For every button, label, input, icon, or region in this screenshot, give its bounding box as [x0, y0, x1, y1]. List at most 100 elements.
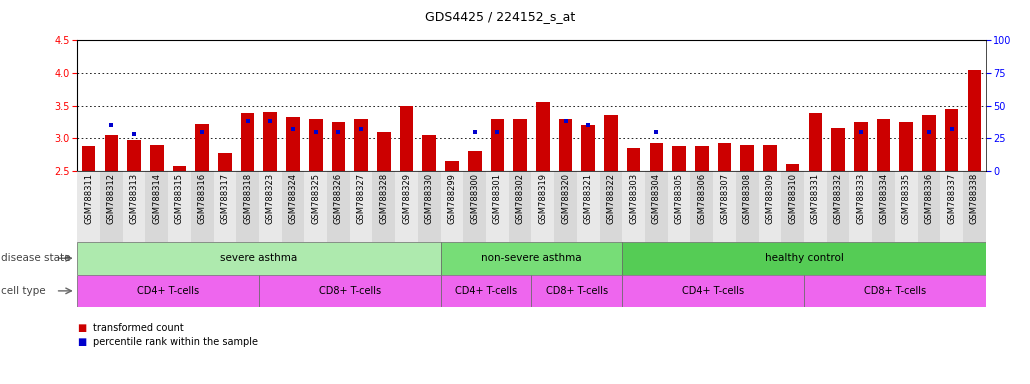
Bar	[558, 119, 573, 171]
Text: non-severe asthma: non-severe asthma	[481, 253, 582, 263]
Text: GSM788336: GSM788336	[925, 173, 933, 224]
Bar	[441, 242, 622, 275]
Bar	[599, 171, 622, 242]
Text: GSM788311: GSM788311	[84, 173, 93, 224]
Bar	[582, 125, 595, 171]
Bar	[332, 122, 345, 171]
Text: percentile rank within the sample: percentile rank within the sample	[93, 337, 258, 347]
Bar	[577, 171, 599, 242]
Bar	[786, 164, 799, 171]
Text: GSM788299: GSM788299	[447, 173, 456, 224]
Bar	[718, 144, 731, 171]
Bar	[150, 145, 164, 171]
Bar	[173, 166, 186, 171]
Bar	[531, 171, 554, 242]
Bar	[531, 275, 622, 307]
Text: GSM788334: GSM788334	[879, 173, 888, 224]
Text: GSM788325: GSM788325	[311, 173, 320, 224]
Text: GSM788300: GSM788300	[471, 173, 479, 224]
Bar	[418, 171, 441, 242]
Bar	[827, 171, 850, 242]
Bar	[963, 171, 986, 242]
Text: GSM788306: GSM788306	[697, 173, 707, 224]
Bar	[804, 171, 827, 242]
Bar	[622, 171, 645, 242]
Bar	[264, 112, 277, 171]
Text: disease state: disease state	[1, 253, 70, 263]
Bar	[645, 171, 667, 242]
Text: CD4+ T-cells: CD4+ T-cells	[455, 286, 517, 296]
Text: GSM788308: GSM788308	[743, 173, 752, 224]
Text: GSM788313: GSM788313	[130, 173, 138, 224]
Bar	[831, 129, 845, 171]
Bar	[100, 171, 123, 242]
Text: ■: ■	[77, 323, 87, 333]
Text: GSM788321: GSM788321	[584, 173, 592, 224]
Text: GSM788337: GSM788337	[948, 173, 956, 224]
Bar	[605, 116, 618, 171]
Text: GSM788333: GSM788333	[856, 173, 865, 224]
Text: GSM788302: GSM788302	[516, 173, 524, 224]
Text: transformed count: transformed count	[93, 323, 183, 333]
Bar	[486, 171, 509, 242]
Bar	[464, 171, 486, 242]
Bar	[305, 171, 328, 242]
Text: GSM788319: GSM788319	[539, 173, 547, 224]
Bar	[400, 106, 413, 171]
Bar	[536, 103, 550, 171]
Bar	[168, 171, 191, 242]
Bar	[468, 151, 481, 171]
Text: GSM788304: GSM788304	[652, 173, 661, 224]
Bar	[899, 122, 913, 171]
Text: GSM788331: GSM788331	[811, 173, 820, 224]
Bar	[872, 171, 895, 242]
Bar	[259, 171, 281, 242]
Bar	[673, 146, 686, 171]
Text: GSM788326: GSM788326	[334, 173, 343, 224]
Text: GSM788317: GSM788317	[220, 173, 230, 224]
Bar	[286, 118, 300, 171]
Bar	[782, 171, 804, 242]
Bar	[328, 171, 350, 242]
Bar	[77, 171, 100, 242]
Bar	[695, 146, 709, 171]
Bar	[945, 109, 959, 171]
Text: cell type: cell type	[1, 286, 45, 296]
Text: CD4+ T-cells: CD4+ T-cells	[682, 286, 745, 296]
Bar	[690, 171, 713, 242]
Text: ■: ■	[77, 337, 87, 347]
Bar	[622, 242, 986, 275]
Bar	[758, 171, 782, 242]
Bar	[309, 119, 322, 171]
Text: CD8+ T-cells: CD8+ T-cells	[318, 286, 381, 296]
Bar	[350, 171, 373, 242]
Bar	[877, 119, 890, 171]
Bar	[77, 275, 259, 307]
Bar	[667, 171, 690, 242]
Text: CD8+ T-cells: CD8+ T-cells	[546, 286, 608, 296]
Text: GSM788320: GSM788320	[561, 173, 570, 224]
Text: GSM788316: GSM788316	[198, 173, 207, 224]
Text: GSM788318: GSM788318	[243, 173, 252, 224]
Bar	[918, 171, 940, 242]
Bar	[128, 139, 141, 171]
Bar	[895, 171, 918, 242]
Bar	[373, 171, 396, 242]
Text: GSM788309: GSM788309	[765, 173, 775, 224]
Bar	[854, 122, 867, 171]
Bar	[81, 146, 96, 171]
Text: GSM788332: GSM788332	[833, 173, 843, 224]
Bar	[650, 144, 663, 171]
Bar	[763, 145, 777, 171]
Bar	[627, 148, 641, 171]
Bar	[809, 113, 822, 171]
Bar	[441, 275, 531, 307]
Text: GSM788324: GSM788324	[288, 173, 298, 224]
Text: GDS4425 / 224152_s_at: GDS4425 / 224152_s_at	[425, 10, 576, 23]
Bar	[554, 171, 577, 242]
Text: GSM788303: GSM788303	[629, 173, 639, 224]
Bar	[377, 132, 390, 171]
Bar	[441, 171, 464, 242]
Bar	[422, 135, 436, 171]
Bar	[196, 124, 209, 171]
